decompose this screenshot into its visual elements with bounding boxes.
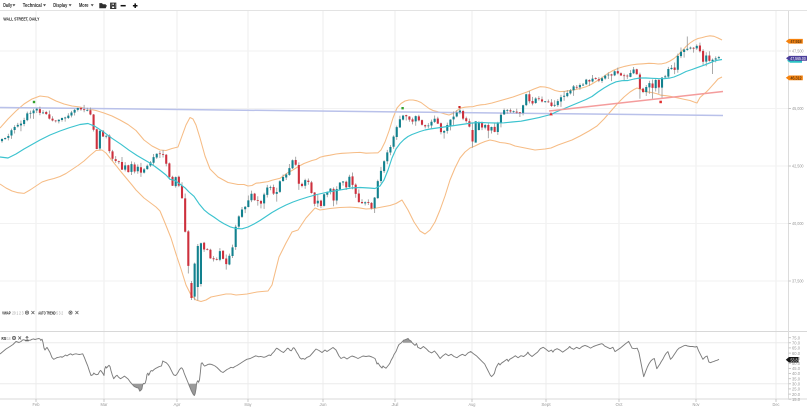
svg-text:May: May — [245, 402, 252, 408]
svg-text:42,500: 42,500 — [792, 164, 804, 170]
svg-text:14: 14 — [7, 336, 11, 341]
svg-text:15.0: 15.0 — [792, 397, 800, 402]
svg-text:40,000: 40,000 — [792, 221, 804, 227]
svg-text:Feb: Feb — [33, 402, 40, 408]
svg-text:47,565.00: 47,565.00 — [790, 56, 806, 61]
svg-text:20.0: 20.0 — [792, 392, 800, 397]
svg-text:WALL STREET, DAILY: WALL STREET, DAILY — [3, 17, 40, 22]
svg-text:Mar: Mar — [101, 402, 108, 408]
svg-text:53.8: 53.8 — [791, 358, 798, 363]
svg-text:Aug: Aug — [469, 402, 476, 408]
svg-text:35.0: 35.0 — [792, 376, 800, 381]
svg-text:Dec: Dec — [773, 402, 780, 408]
svg-text:RSI: RSI — [2, 336, 7, 341]
svg-text:Technical: Technical — [23, 3, 42, 9]
svg-text:Oct: Oct — [616, 402, 623, 408]
svg-text:46,312: 46,312 — [791, 76, 802, 81]
svg-text:5 3 2: 5 3 2 — [56, 310, 63, 315]
svg-text:45,000: 45,000 — [792, 106, 804, 112]
svg-text:Jun: Jun — [320, 402, 327, 408]
svg-text:40.0: 40.0 — [792, 371, 800, 376]
svg-text:AUTO TREND: AUTO TREND — [38, 310, 56, 315]
svg-text:25.0: 25.0 — [792, 387, 800, 392]
svg-text:Nov: Nov — [693, 402, 700, 408]
svg-text:45.0: 45.0 — [792, 366, 800, 371]
svg-text:Jul: Jul — [392, 402, 399, 408]
svg-text:37,500: 37,500 — [792, 279, 804, 285]
svg-text:Display: Display — [53, 3, 68, 9]
svg-text:50.0: 50.0 — [792, 361, 800, 366]
svg-text:30.0: 30.0 — [792, 382, 800, 387]
svg-text:75.0: 75.0 — [792, 335, 800, 340]
svg-text:20 1 2 3: 20 1 2 3 — [12, 310, 24, 315]
svg-text:Daily: Daily — [3, 3, 12, 9]
svg-text:Sept: Sept — [541, 402, 551, 408]
svg-text:47,500: 47,500 — [792, 49, 804, 55]
svg-text:65.0: 65.0 — [792, 346, 800, 351]
svg-text:47,918: 47,918 — [791, 39, 802, 44]
svg-text:Apr: Apr — [174, 402, 181, 408]
svg-text:60.0: 60.0 — [792, 351, 800, 356]
svg-text:More: More — [79, 3, 89, 9]
svg-text:VWAP: VWAP — [2, 310, 11, 315]
svg-text:70.0: 70.0 — [792, 341, 800, 346]
